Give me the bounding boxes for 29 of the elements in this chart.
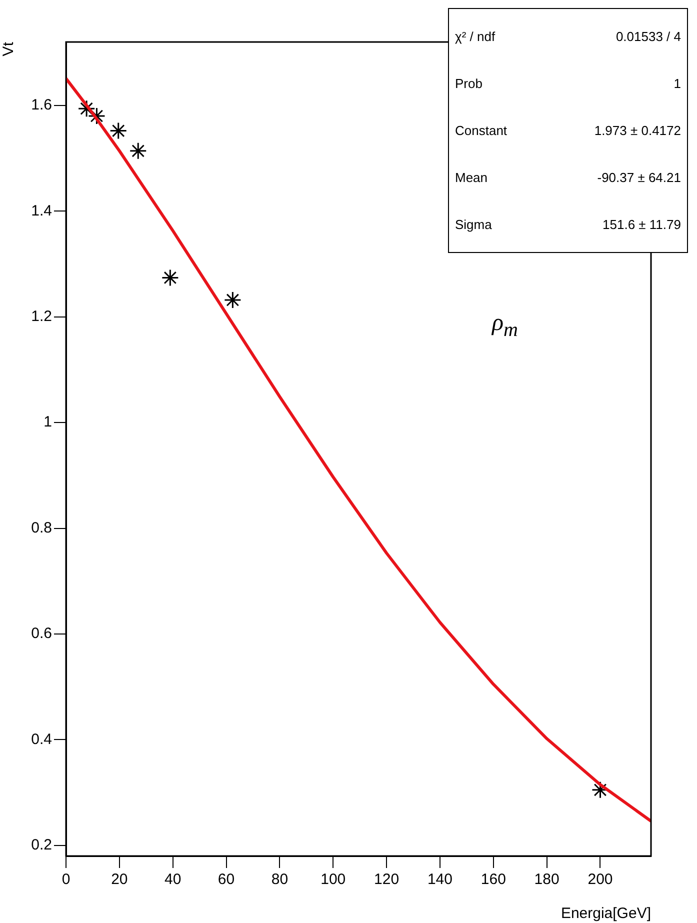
y-tick-label: 1 [44, 414, 52, 431]
point [78, 100, 96, 118]
x-tick-label: 0 [62, 871, 70, 888]
x-tick-label: 80 [271, 871, 288, 888]
y-tick-label: 1.2 [31, 308, 52, 325]
point [88, 107, 106, 125]
x-tick-label: 20 [111, 871, 128, 888]
x-tick-label: 140 [427, 871, 452, 888]
point [129, 142, 147, 160]
point [224, 291, 242, 309]
stats-box: χ² / ndf 0.01533 / 4 Prob 1 Constant 1.973 ± 0.4172 Mean -90.37 ± 64.21 Sigma 151.6 ± 11.79 [448, 8, 688, 253]
y-axis-title: Vt [0, 41, 18, 56]
x-tick-label: 160 [480, 871, 506, 888]
y-tick-label: 0.8 [31, 519, 52, 536]
x-axis-title: Energia[GeV] [560, 905, 651, 922]
x-tick-label: 180 [534, 871, 560, 888]
x-tick-label: 60 [218, 871, 235, 888]
x-tick-label: 40 [164, 871, 182, 888]
x-tick-label: 200 [588, 871, 613, 888]
y-tick-label: 1.4 [31, 202, 52, 220]
y-tick-label: 0.6 [31, 625, 52, 642]
y-tick-label: 0.2 [31, 836, 52, 854]
y-tick-label: 1.6 [31, 96, 52, 114]
point [110, 122, 128, 140]
x-tick-label: 120 [374, 871, 400, 888]
annotation: ρ$_{m}$ [492, 310, 518, 342]
x-tick-label: 100 [320, 871, 346, 888]
point [161, 268, 179, 286]
y-tick-label: 0.4 [31, 730, 52, 748]
